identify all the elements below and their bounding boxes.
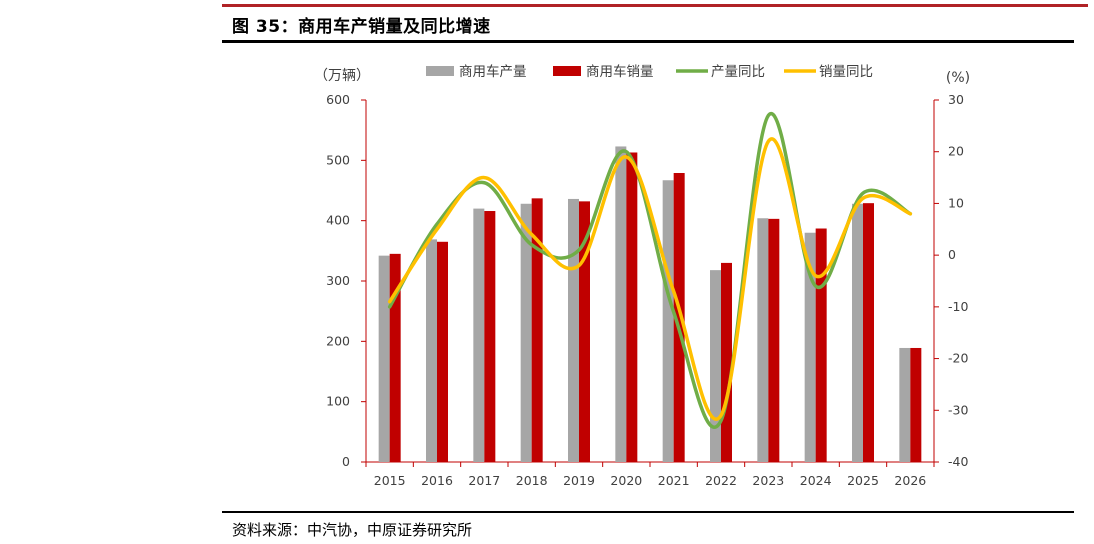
left-tick-label: 100 <box>326 394 350 409</box>
x-tick-label: 2024 <box>800 473 832 488</box>
x-tick-label: 2026 <box>894 473 926 488</box>
bar-sales <box>863 203 874 463</box>
x-tick-label: 2021 <box>658 473 690 488</box>
legend-label: 商用车产量 <box>459 63 527 80</box>
bar-sales <box>626 152 638 463</box>
bar-production <box>757 218 769 462</box>
bar-sales <box>389 253 401 462</box>
right-tick-label: -20 <box>948 351 968 366</box>
left-tick-label: 500 <box>326 152 350 167</box>
legend-label: 商用车销量 <box>586 63 654 80</box>
legend-swatch <box>426 66 454 76</box>
right-tick-label: 0 <box>948 247 956 262</box>
right-tick-label: 30 <box>948 92 964 107</box>
bar-sales <box>768 218 780 462</box>
bar-production <box>899 347 911 462</box>
bar-production <box>378 255 390 462</box>
right-tick-label: -10 <box>948 299 968 314</box>
bottom-rule <box>222 511 1074 513</box>
bar-production <box>473 208 485 462</box>
x-tick-label: 2016 <box>421 473 453 488</box>
left-tick-label: 600 <box>326 92 350 107</box>
x-tick-label: 2019 <box>563 473 595 488</box>
left-axis-label: （万辆） <box>314 68 370 84</box>
x-tick-label: 2020 <box>610 473 642 488</box>
x-tick-label: 2023 <box>752 473 784 488</box>
title-rule <box>222 40 1074 43</box>
left-tick-label: 0 <box>342 454 350 469</box>
bar-sales <box>579 201 590 463</box>
legend-swatch <box>553 66 581 76</box>
top-accent-rule <box>222 4 1088 7</box>
x-tick-label: 2015 <box>374 473 406 488</box>
bar-sales <box>531 198 543 463</box>
bar-sales <box>721 262 732 462</box>
legend-label: 产量同比 <box>711 64 765 80</box>
bar-production <box>662 180 674 462</box>
bar-sales <box>673 173 685 462</box>
bar-production <box>426 239 437 462</box>
bar-production <box>520 203 532 463</box>
production-yoy-line <box>387 111 913 430</box>
left-tick-label: 400 <box>326 213 350 228</box>
left-tick-label: 300 <box>326 273 350 288</box>
right-axis-label: (%) <box>946 70 970 86</box>
left-tick-label: 200 <box>326 333 350 348</box>
bar-production <box>852 203 863 463</box>
right-tick-label: -30 <box>948 402 968 417</box>
bar-production <box>804 232 816 462</box>
source-note: 资料来源：中汽协，中原证券研究所 <box>232 521 473 539</box>
bar-production <box>615 146 627 462</box>
bar-sales <box>815 228 827 462</box>
bar-sales <box>910 347 922 462</box>
bar-sales <box>437 241 448 462</box>
bar-sales <box>484 211 496 462</box>
bar-production <box>568 198 579 463</box>
x-tick-label: 2022 <box>705 473 737 488</box>
x-tick-label: 2025 <box>847 473 879 488</box>
legend-label: 销量同比 <box>819 64 873 80</box>
x-tick-label: 2017 <box>468 473 500 488</box>
right-tick-label: 10 <box>948 195 964 210</box>
figure-title: 图 35：商用车产销量及同比增速 <box>232 17 491 37</box>
right-tick-label: 20 <box>948 144 964 159</box>
right-tick-label: -40 <box>948 454 968 469</box>
x-tick-label: 2018 <box>516 473 548 488</box>
bar-production <box>710 270 721 462</box>
sales-yoy-line <box>387 137 913 421</box>
